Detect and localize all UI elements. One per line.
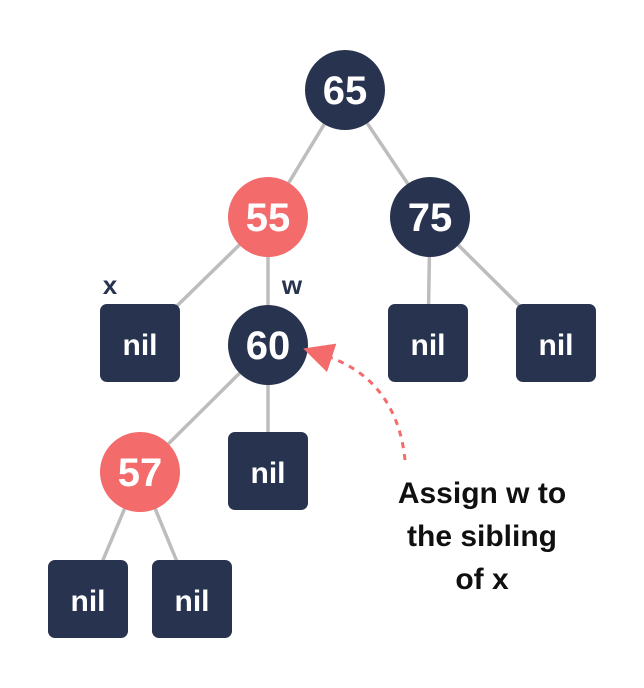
svg-text:57: 57	[118, 451, 163, 495]
svg-text:nil: nil	[123, 329, 158, 362]
node-57: 57	[100, 432, 180, 512]
nil-leaf: nil	[152, 560, 232, 638]
nil-leaves: nil nil nil nil nil nil	[48, 304, 596, 638]
svg-text:nil: nil	[411, 329, 446, 362]
nil-leaf: nil	[48, 560, 128, 638]
svg-text:nil: nil	[251, 457, 286, 490]
nil-leaf: nil	[388, 304, 468, 382]
marker-x: x	[103, 270, 118, 300]
node-65: 65	[305, 50, 385, 130]
node-55: 55	[228, 177, 308, 257]
dashed-arrow	[303, 343, 407, 461]
nil-leaf: nil	[100, 304, 180, 382]
svg-text:nil: nil	[539, 329, 574, 362]
nil-leaf: nil	[516, 304, 596, 382]
marker-w: w	[281, 270, 303, 300]
svg-text:60: 60	[246, 324, 291, 368]
caption: Assign w to the sibling of x	[398, 477, 566, 596]
node-60: 60	[228, 305, 308, 385]
svg-text:55: 55	[246, 196, 291, 240]
svg-text:65: 65	[323, 69, 368, 113]
caption-line-3: of x	[455, 563, 509, 596]
svg-text:nil: nil	[175, 585, 210, 618]
nil-leaf: nil	[228, 432, 308, 510]
svg-text:nil: nil	[71, 585, 106, 618]
node-75: 75	[390, 177, 470, 257]
caption-line-2: the sibling	[407, 520, 557, 553]
caption-line-1: Assign w to	[398, 477, 566, 510]
svg-text:75: 75	[408, 196, 453, 240]
